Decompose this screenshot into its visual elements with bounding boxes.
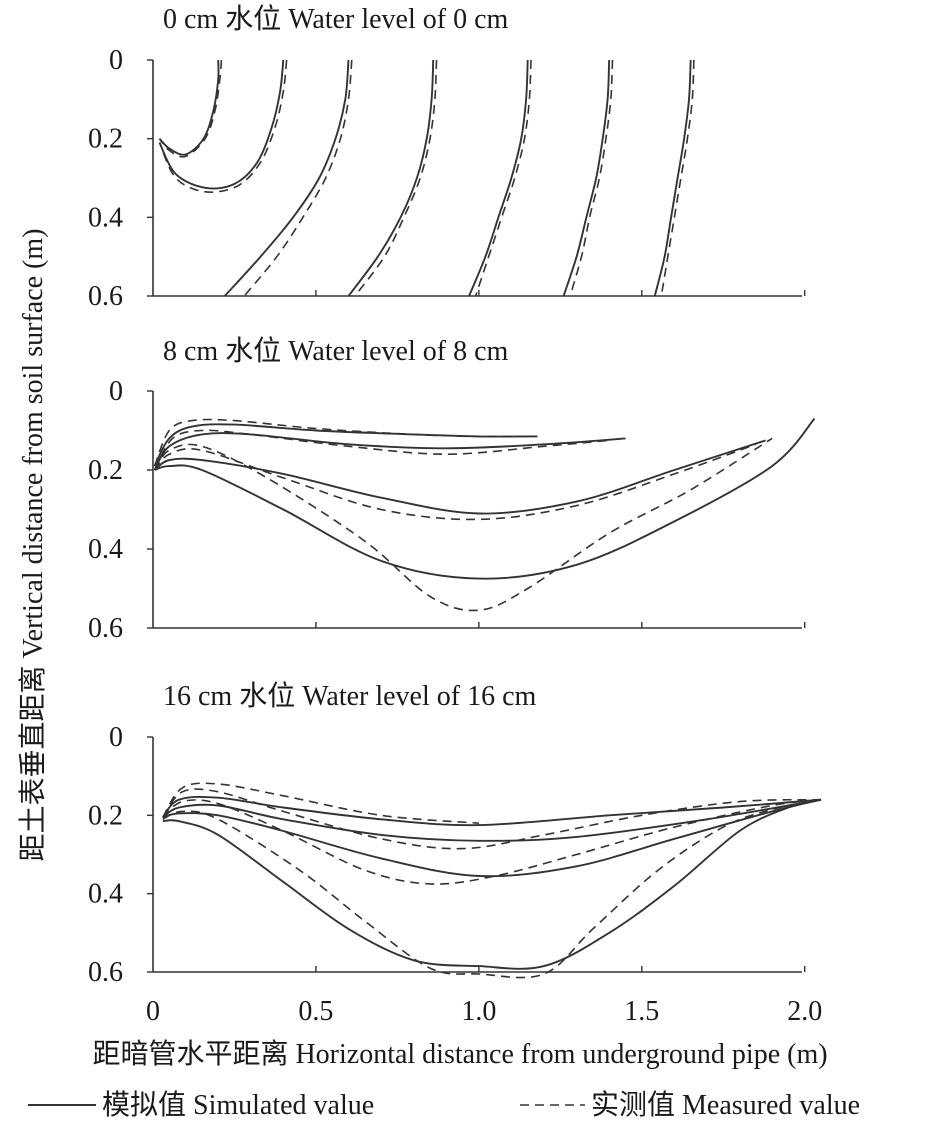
panel-0-simulated-curve-6 [347,59,435,297]
panel-0-measured-curve-7 [354,59,438,297]
panel-0-simulated-curve-2 [158,59,285,190]
panel-title-1: 8 cm 水位 Water level of 8 cm [163,335,509,367]
panel-2-simulated-curve-6 [162,798,822,970]
x-tick-label-0: 0 [146,996,160,1027]
legend-simulated-label: 模拟值 Simulated value [102,1089,374,1121]
panel-2-simulated-curve-2 [162,798,822,842]
y-tick-label-0-0: 0 [109,45,123,76]
panel-0-measured-curve-11 [569,59,614,297]
panel-2-measured-curve-1 [162,782,479,824]
panel-2-measured-curve-5 [162,798,822,885]
panel-1-simulated-curve-4 [154,439,766,515]
y-axis-title: 距土表垂直距离 Vertical distance from soil surf… [17,229,49,862]
panel-2-measured-curve-3 [162,788,822,850]
y-tick-label-2-1: 0.2 [88,800,123,831]
y-tick-label-1-3: 0.6 [88,613,123,644]
panel-1-curves [153,417,816,612]
panel-0-measured-curve-5 [243,59,353,297]
x-tick-label-3: 1.5 [624,996,659,1027]
y-tick-label-1-0: 0 [109,376,123,407]
panel-1-measured-curve-3 [153,429,610,471]
panel-0-measured-curve-3 [158,59,288,193]
panel-1-measured-curve-1 [153,418,532,467]
panel-1-simulated-curve-2 [153,432,626,471]
panel-0-simulated-curve-10 [562,59,611,297]
panel-0-measured-curve-1 [158,59,223,158]
panel-2-measured-curve-7 [162,798,822,979]
y-tick-label-0-3: 0.6 [88,281,123,312]
panel-1-simulated-curve-0 [153,423,538,467]
panel-0-simulated-curve-8 [468,59,529,297]
panel-title-2: 16 cm 水位 Water level of 16 cm [163,680,537,712]
legend-measured-label: 实测值 Measured value [591,1089,860,1121]
x-tick-label-4: 2.0 [787,996,822,1027]
x-tick-label-2: 1.0 [461,996,496,1027]
panel-2-curves [162,782,822,979]
panel-1-measured-curve-5 [153,443,757,521]
panel-0-measured-curve-9 [474,59,532,297]
x-tick-label-1: 0.5 [298,996,333,1027]
y-tick-label-0-1: 0.2 [88,124,123,155]
panel-0-measured-curve-13 [660,59,695,297]
y-tick-label-2-3: 0.6 [88,957,123,988]
panel-0-simulated-curve-0 [158,59,220,156]
panel-0-simulated-curve-4 [223,59,350,297]
panel-2-simulated-curve-0 [162,795,822,827]
y-tick-label-0-2: 0.4 [88,202,123,233]
panel-1-simulated-curve-6 [154,417,816,580]
panel-title-0: 0 cm 水位 Water level of 0 cm [163,3,509,35]
y-tick-label-1-2: 0.4 [88,534,123,565]
panel-0-curves [158,59,695,297]
panel-1-measured-curve-7 [153,437,773,612]
panel-0-simulated-curve-12 [653,59,692,297]
x-axis-title: 距暗管水平距离 Horizontal distance from undergr… [92,1038,827,1070]
y-tick-label-2-2: 0.4 [88,879,123,910]
y-tick-label-1-1: 0.2 [88,455,123,486]
y-tick-label-2-0: 0 [109,722,123,753]
